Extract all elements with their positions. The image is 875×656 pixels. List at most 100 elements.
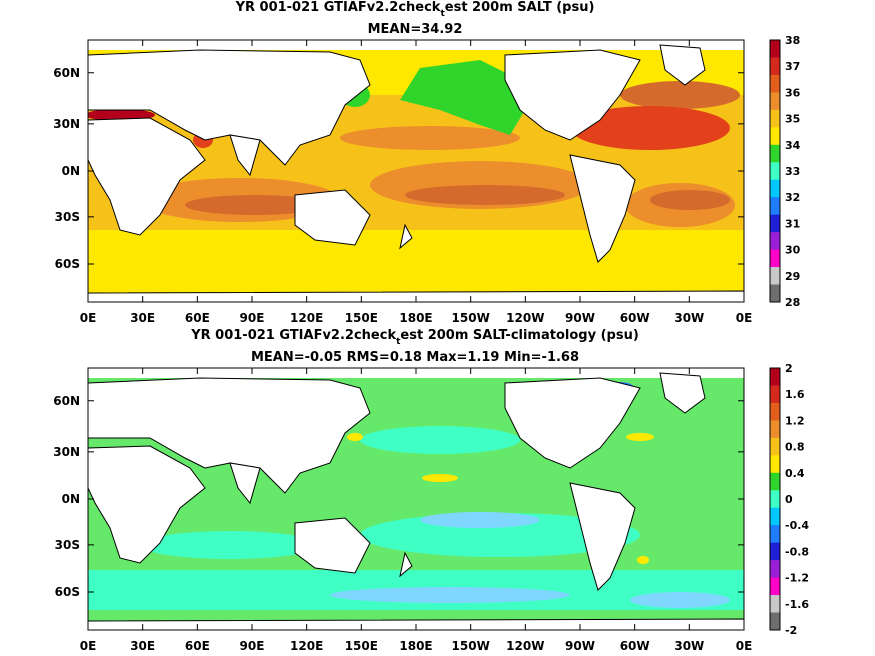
colorbar-swatch: [770, 267, 780, 286]
lon-tick-label: 180E: [399, 639, 432, 653]
colorbar-swatch: [770, 595, 780, 614]
lat-tick-label: 60N: [53, 66, 80, 80]
lon-tick-label: 90W: [565, 639, 595, 653]
colorbar-swatch: [770, 560, 780, 579]
panel-2-lon-ticks: 0E 30E 60E 90E 120E 150E 180E 150W 120W 90W 60W 30W…: [80, 368, 753, 653]
panel-1-stats: MEAN=34.92: [368, 22, 463, 37]
lat-tick-label: 60N: [53, 394, 80, 408]
colorbar-label: 33: [785, 165, 800, 178]
lon-tick-label: 60W: [620, 311, 650, 325]
colorbar-swatch: [770, 385, 780, 404]
colorbar-label: -0.4: [785, 519, 809, 532]
lon-tick-label: 30E: [130, 639, 155, 653]
colorbar-label: 2: [785, 362, 793, 375]
colorbar-swatch: [770, 542, 780, 561]
panel-1: YR 001-021 GTIAFv2.2checktest 200m SALT …: [53, 0, 800, 325]
colorbar-swatch: [770, 179, 780, 198]
salinity-brown-patch-satl: [650, 190, 730, 210]
land-greenland: [659, 44, 706, 86]
colorbar-label: 0.4: [785, 467, 805, 480]
land-southamerica-2: [569, 482, 636, 591]
colorbar-swatch: [770, 455, 780, 474]
colorbar-label: 37: [785, 60, 800, 73]
lon-tick-label: 30W: [674, 639, 704, 653]
panel-1-title: YR 001-021 GTIAFv2.2checktest 200m SALT …: [235, 0, 595, 19]
land-newzealand-2: [399, 551, 413, 578]
lon-tick-label: 180E: [399, 311, 432, 325]
colorbar-swatch: [770, 232, 780, 251]
colorbar-label: 0: [785, 493, 793, 506]
lon-tick-label: 0E: [80, 311, 97, 325]
lon-tick-label: 90E: [240, 311, 265, 325]
lon-tick-label: 150W: [452, 311, 490, 325]
land-southamerica: [569, 154, 636, 263]
colorbar-label: 32: [785, 191, 800, 204]
panel-1-colorbar: 38 37 36 35 34 33 32 31 30 29 28: [769, 34, 801, 309]
lon-tick-label: 0E: [736, 639, 753, 653]
colorbar-swatch: [770, 437, 780, 456]
colorbar-swatch: [770, 525, 780, 544]
colorbar-swatch: [770, 490, 780, 509]
salinity-brown-patch-indian: [185, 195, 325, 215]
panel-2-lat-ticks: 60N 30N 0N 30S 60S: [53, 394, 744, 599]
colorbar-swatch: [770, 402, 780, 421]
lon-tick-label: 150E: [345, 639, 378, 653]
lon-tick-label: 90E: [240, 639, 265, 653]
lat-tick-label: 30N: [53, 445, 80, 459]
anomaly-light-south: [330, 587, 570, 603]
panel-2-colorbar: 2 1.6 1.2 0.8 0.4 0 -0.4 -0.8 -1.2 -1.6 -2: [769, 362, 809, 637]
colorbar-swatch: [770, 368, 780, 386]
lon-tick-label: 0E: [736, 311, 753, 325]
salinity-brown-patch-natl: [620, 81, 740, 109]
land-eurasia-2: [88, 377, 371, 494]
lon-tick-label: 120E: [290, 311, 323, 325]
colorbar-swatch: [770, 127, 780, 146]
colorbar-label: 31: [785, 217, 800, 230]
land-eurasia: [88, 49, 371, 166]
lat-tick-label: 60S: [55, 257, 80, 271]
salinity-green-npac: [400, 60, 525, 135]
colorbar-swatch: [770, 92, 780, 111]
lon-tick-label: 90W: [565, 311, 595, 325]
land-northamerica: [504, 49, 641, 141]
land-india: [229, 134, 261, 177]
anomaly-yellow-gulfstream: [626, 433, 654, 441]
colorbar-label: 1.2: [785, 414, 805, 427]
lon-tick-label: 30E: [130, 311, 155, 325]
colorbar-label: 35: [785, 113, 800, 126]
colorbar-swatch: [770, 214, 780, 233]
land-northamerica-2: [504, 377, 641, 469]
colorbar-label: -1.2: [785, 572, 809, 585]
anomaly-yellow-npac: [422, 474, 458, 482]
lon-tick-label: 60E: [185, 311, 210, 325]
salinity-red-atlantic: [570, 106, 730, 150]
panel-2-stats: MEAN=-0.05 RMS=0.18 Max=1.19 Min=-1.68: [251, 350, 579, 365]
panel-1-lon-ticks: 0E 30E 60E 90E 120E 150E 180E 150W 120W 90W 60W 30W…: [80, 40, 753, 325]
lon-tick-label: 150W: [452, 639, 490, 653]
colorbar-swatch: [770, 162, 780, 181]
lat-tick-label: 30S: [55, 538, 80, 552]
lon-tick-label: 120W: [506, 311, 544, 325]
land-newzealand: [399, 223, 413, 250]
lat-tick-label: 0N: [62, 492, 80, 506]
colorbar-frame: [769, 39, 781, 303]
colorbar-label: 38: [785, 34, 800, 47]
colorbar-label: 1.6: [785, 388, 805, 401]
colorbar-label: -2: [785, 624, 797, 637]
colorbar-swatch: [770, 472, 780, 491]
anomaly-cyan-indian: [140, 531, 320, 559]
colorbar-label: 29: [785, 270, 800, 283]
lat-tick-label: 60S: [55, 585, 80, 599]
anomaly-yellow-brazil: [637, 556, 649, 564]
colorbar-swatch: [770, 74, 780, 93]
colorbar-label: 28: [785, 296, 800, 309]
colorbar-swatch: [770, 57, 780, 76]
land-africa: [88, 117, 206, 236]
colorbar-swatch: [770, 109, 780, 128]
colorbar-swatch: [770, 40, 780, 58]
salinity-deep-patch-npac: [340, 126, 520, 150]
lon-tick-label: 30W: [674, 311, 704, 325]
panel-1-lat-ticks: 60N 30N 0N 30S 60S: [53, 66, 744, 271]
salinity-brown-patch-pacific: [405, 185, 565, 205]
colorbar-swatch: [770, 197, 780, 216]
